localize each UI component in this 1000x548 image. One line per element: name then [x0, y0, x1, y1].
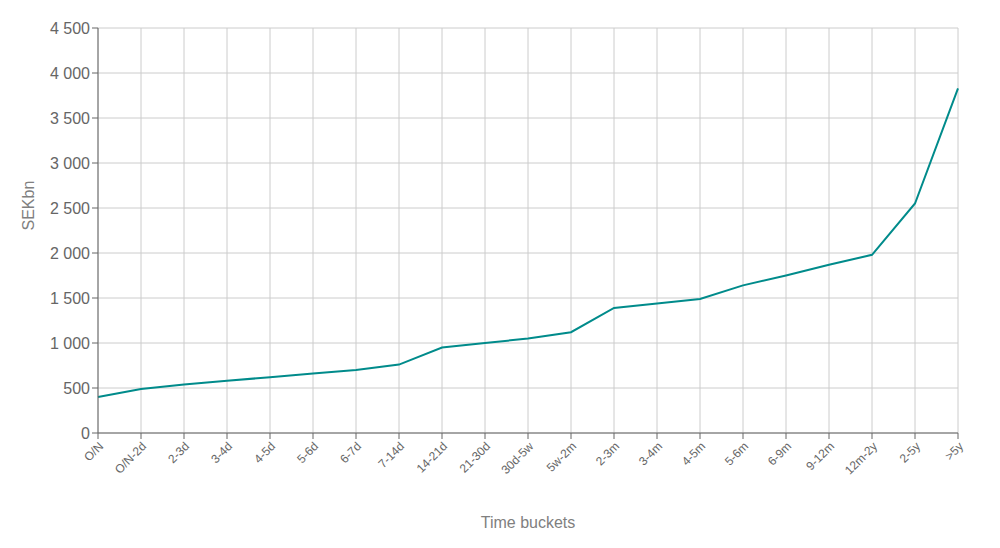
svg-text:4-5d: 4-5d: [251, 439, 278, 466]
svg-text:30d-5w: 30d-5w: [498, 439, 536, 477]
svg-text:4 500: 4 500: [50, 20, 90, 37]
svg-text:5-6m: 5-6m: [722, 439, 751, 468]
svg-text:>5y: >5y: [942, 439, 966, 463]
svg-text:7-14d: 7-14d: [376, 439, 408, 471]
svg-text:3 000: 3 000: [50, 155, 90, 172]
svg-text:9-12m: 9-12m: [803, 439, 837, 473]
svg-text:12m-2y: 12m-2y: [842, 439, 880, 477]
svg-text:1 000: 1 000: [50, 335, 90, 352]
svg-text:5-6d: 5-6d: [294, 439, 321, 466]
svg-text:6-7d: 6-7d: [337, 439, 364, 466]
svg-text:14-21d: 14-21d: [414, 439, 450, 475]
svg-text:0: 0: [81, 425, 90, 442]
svg-text:2-3m: 2-3m: [593, 439, 622, 468]
svg-text:2-5y: 2-5y: [897, 439, 923, 465]
svg-text:SEKbn: SEKbn: [20, 181, 37, 231]
svg-text:500: 500: [63, 380, 90, 397]
svg-text:2 000: 2 000: [50, 245, 90, 262]
svg-text:O/N: O/N: [81, 439, 106, 464]
svg-text:2 500: 2 500: [50, 200, 90, 217]
svg-text:Time buckets: Time buckets: [481, 514, 576, 531]
svg-text:1 500: 1 500: [50, 290, 90, 307]
svg-text:3-4m: 3-4m: [636, 439, 665, 468]
svg-text:4 000: 4 000: [50, 65, 90, 82]
svg-text:2-3d: 2-3d: [165, 439, 192, 466]
svg-text:O/N-2d: O/N-2d: [112, 439, 149, 476]
svg-text:3 500: 3 500: [50, 110, 90, 127]
svg-text:4-5m: 4-5m: [679, 439, 708, 468]
svg-text:3-4d: 3-4d: [208, 439, 235, 466]
svg-text:5w-2m: 5w-2m: [544, 439, 579, 474]
svg-text:6-9m: 6-9m: [765, 439, 794, 468]
svg-text:21-30d: 21-30d: [457, 439, 493, 475]
